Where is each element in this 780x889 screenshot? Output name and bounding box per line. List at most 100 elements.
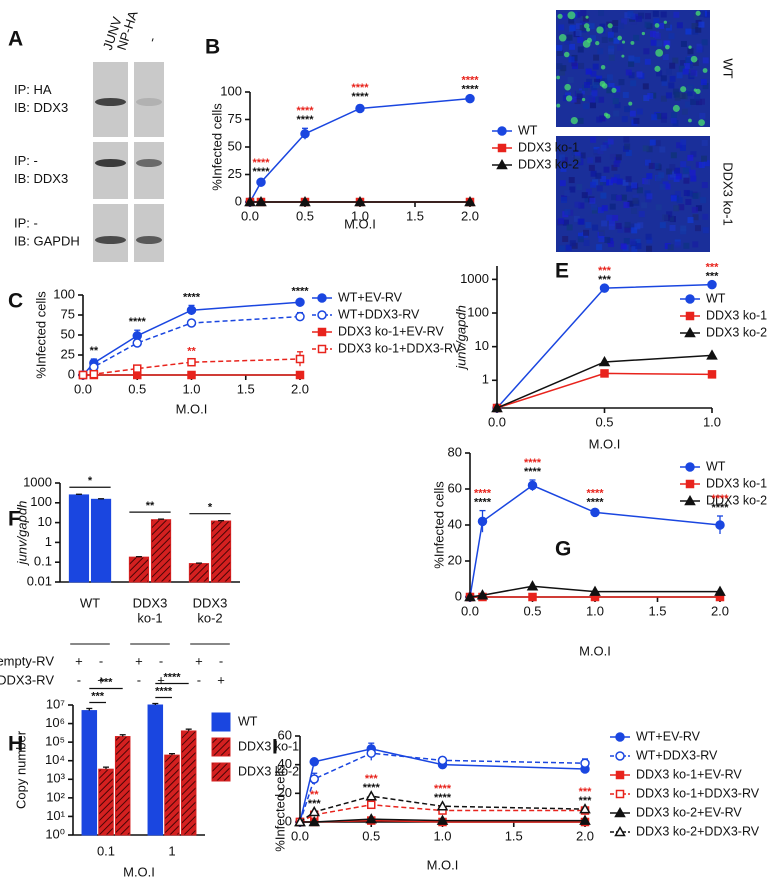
treatment-mark: + xyxy=(75,653,83,668)
panel-letter: C xyxy=(8,290,23,313)
significance: *** xyxy=(598,265,612,277)
nucleus xyxy=(581,192,588,199)
y-tick-label: 0.01 xyxy=(27,573,52,588)
blot-row-label: IP: HA xyxy=(14,82,52,97)
nucleus xyxy=(560,165,567,172)
nucleus xyxy=(607,31,614,38)
nucleus xyxy=(680,161,687,168)
infected-cell xyxy=(665,44,670,50)
marker xyxy=(365,813,378,824)
nucleus xyxy=(571,54,578,61)
series-line xyxy=(496,283,713,409)
nucleus xyxy=(577,36,584,43)
nucleus xyxy=(692,241,699,248)
nucleus xyxy=(564,38,571,45)
bar xyxy=(210,520,232,583)
nucleus xyxy=(590,181,597,188)
significance: ** xyxy=(187,346,196,358)
x-tick-label: 0.5 xyxy=(296,208,314,223)
x-tick-label: 0.0 xyxy=(74,381,92,396)
y-tick-label: 40 xyxy=(278,756,292,771)
marker xyxy=(590,507,600,518)
nucleus xyxy=(698,10,705,17)
nucleus xyxy=(559,69,566,76)
nucleus xyxy=(575,90,582,97)
blot-band xyxy=(95,236,126,244)
nucleus xyxy=(644,13,651,20)
nucleus xyxy=(680,225,687,232)
nucleus xyxy=(646,146,653,153)
legend-label: DDX3 ko-1 xyxy=(706,308,767,322)
treatment-mark: - xyxy=(99,653,103,668)
significance: **** xyxy=(252,157,270,169)
infected-cell xyxy=(621,40,626,44)
bar xyxy=(128,556,150,583)
x-axis-label: M.O.I xyxy=(176,401,208,416)
nucleus xyxy=(680,40,687,47)
x-tick-label: 0.0 xyxy=(461,603,479,618)
y-tick-label: 40 xyxy=(448,516,462,531)
nucleus xyxy=(664,22,671,29)
x-tick-label: 1.5 xyxy=(505,828,523,843)
marker xyxy=(685,462,695,472)
nucleus xyxy=(645,233,652,240)
significance: **** xyxy=(524,466,542,478)
bar xyxy=(188,563,210,583)
nucleus xyxy=(593,96,600,103)
marker xyxy=(464,590,476,602)
x-tick-label: 0.1 xyxy=(97,843,115,858)
nucleus xyxy=(631,227,638,234)
nucleus xyxy=(575,30,582,37)
nucleus xyxy=(622,179,629,186)
marker xyxy=(715,520,725,530)
nucleus xyxy=(629,110,636,117)
x-tick-label: 1.5 xyxy=(237,381,255,396)
nucleus xyxy=(670,117,677,124)
marker xyxy=(355,103,365,114)
nucleus xyxy=(612,20,619,27)
nucleus xyxy=(592,82,599,89)
y-tick-label: 20 xyxy=(278,785,292,800)
significance: **** xyxy=(183,291,201,303)
nucleus xyxy=(668,33,675,40)
nucleus xyxy=(613,160,620,167)
nucleus xyxy=(701,182,708,189)
nucleus xyxy=(656,70,663,77)
nucleus xyxy=(625,69,632,76)
nucleus xyxy=(656,113,663,120)
marker xyxy=(615,789,625,799)
y-tick-label: 1000 xyxy=(460,271,489,286)
nucleus xyxy=(598,229,605,236)
nucleus xyxy=(666,211,673,218)
nucleus xyxy=(658,172,665,179)
marker xyxy=(528,592,537,602)
infected-cell xyxy=(583,23,590,29)
marker xyxy=(186,318,197,328)
nucleus xyxy=(574,98,581,105)
nucleus xyxy=(698,98,705,105)
nucleus xyxy=(578,88,585,95)
legend-label: DDX3 ko-2+DDX3-RV xyxy=(636,824,760,838)
nucleus xyxy=(635,15,642,22)
nucleus xyxy=(601,205,608,212)
x-tick-label: 0.0 xyxy=(241,208,259,223)
blot-row-label: IP: - xyxy=(14,153,38,168)
nucleus xyxy=(627,11,634,18)
x-tick-label: 0.0 xyxy=(291,828,309,843)
nucleus xyxy=(608,35,615,42)
nucleus xyxy=(643,48,650,55)
nucleus xyxy=(694,225,701,232)
nucleus xyxy=(585,222,592,229)
legend-label: WT xyxy=(706,459,726,473)
significance: ** xyxy=(310,789,319,801)
significance: * xyxy=(88,475,93,487)
marker xyxy=(255,195,267,207)
infected-cell xyxy=(695,88,701,94)
nucleus xyxy=(638,12,645,19)
blot-row-label: IB: DDX3 xyxy=(14,100,68,115)
significance: **** xyxy=(711,493,729,505)
nucleus xyxy=(624,221,631,228)
nucleus xyxy=(674,241,681,248)
group-label: WT xyxy=(80,595,100,610)
